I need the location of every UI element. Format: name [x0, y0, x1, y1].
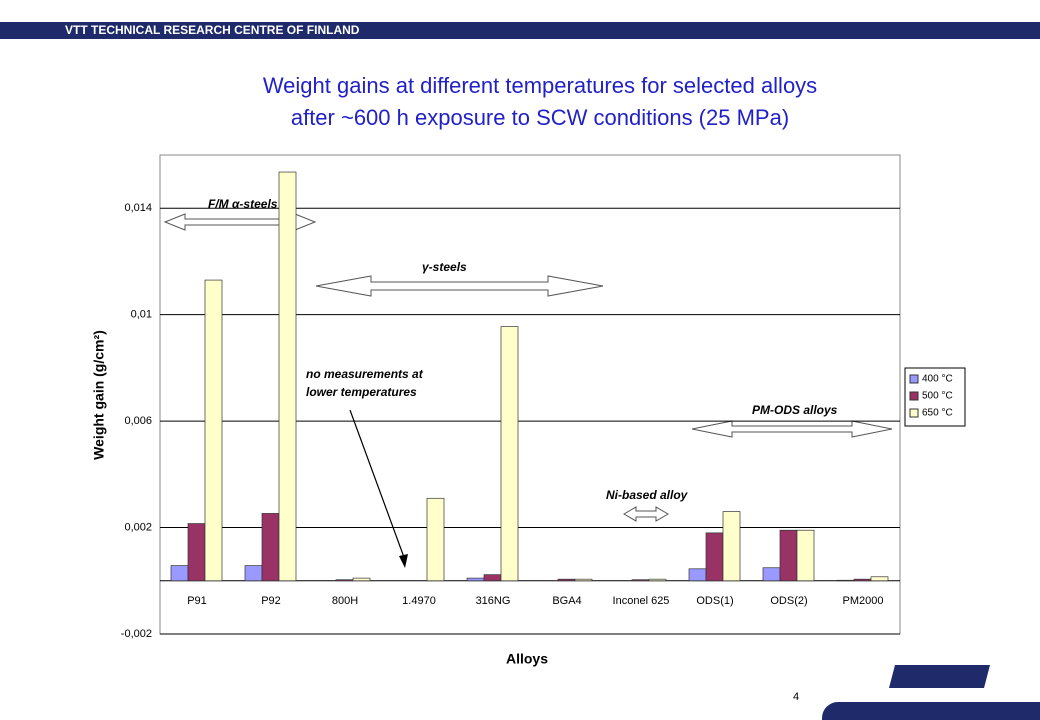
bar	[352, 577, 371, 582]
x-tick-label: ODS(1)	[696, 595, 733, 607]
title-line: after ~600 h exposure to SCW conditions …	[291, 105, 789, 130]
annotation: no measurements at	[306, 367, 424, 381]
legend-label: 400 °C	[922, 374, 953, 385]
bar	[557, 578, 576, 582]
bar	[187, 523, 206, 582]
pointer-head	[399, 554, 408, 568]
double-arrow	[623, 506, 669, 522]
bar	[500, 326, 519, 582]
page-number: 4	[793, 691, 799, 703]
x-tick-label: P92	[261, 595, 281, 607]
header-band	[0, 22, 1040, 39]
bar	[170, 565, 189, 582]
x-tick-label: PM2000	[843, 595, 884, 607]
legend-label: 500 °C	[922, 391, 953, 402]
x-tick-label: ODS(2)	[770, 595, 807, 607]
x-tick-label: BGA4	[552, 595, 581, 607]
legend-label: 650 °C	[922, 408, 953, 419]
bar	[483, 574, 502, 582]
bar	[688, 568, 707, 582]
x-tick-label: 316NG	[476, 595, 511, 607]
bar	[853, 578, 872, 582]
bar	[796, 529, 815, 582]
bar	[204, 279, 223, 582]
bar	[335, 579, 354, 582]
x-tick-label: Inconel 625	[613, 595, 670, 607]
double-arrow	[163, 213, 317, 231]
y-tick-label: 0,002	[124, 521, 152, 533]
annotation: Ni-based alloy	[606, 488, 689, 502]
bar	[631, 579, 650, 582]
bar	[244, 565, 263, 582]
y-tick-label: 0,006	[124, 415, 152, 427]
annotation: PM-ODS alloys	[752, 403, 838, 417]
bar	[574, 578, 593, 582]
bar	[426, 497, 445, 582]
bar	[779, 529, 798, 582]
annotation: F/M α-steels	[208, 197, 278, 211]
logo	[889, 665, 990, 688]
bar	[705, 532, 724, 582]
x-tick-label: 800H	[332, 595, 358, 607]
bar	[261, 513, 280, 582]
bar	[762, 567, 781, 582]
bar	[648, 578, 667, 582]
x-tick-label: 1.4970	[402, 595, 436, 607]
legend-swatch	[909, 391, 919, 401]
bar	[870, 576, 889, 582]
bar	[466, 577, 485, 582]
legend-swatch	[909, 374, 919, 384]
y-axis-title: Weight gain (g/cm²)	[91, 330, 107, 460]
bar	[836, 579, 855, 582]
bar	[278, 171, 297, 582]
x-tick-label: P91	[187, 595, 207, 607]
legend-swatch	[909, 408, 919, 418]
y-tick-label: 0,014	[124, 202, 152, 214]
y-tick-label: 0,01	[131, 309, 152, 321]
bar	[722, 511, 741, 582]
pointer-arrow	[349, 409, 406, 561]
annotation: γ-steels	[422, 260, 467, 274]
x-axis-title: Alloys	[506, 651, 548, 667]
double-arrow	[315, 275, 604, 297]
chart-marks: -0,002 0,002 0,006 0,01 0,014 P91 P92 800H 1.497…	[121, 171, 966, 640]
annotation: lower temperatures	[306, 385, 417, 399]
double-arrow	[691, 420, 893, 438]
arrows	[163, 213, 893, 522]
footer-shape	[822, 702, 1040, 720]
y-tick-label: -0,002	[121, 628, 152, 640]
header-text: VTT TECHNICAL RESEARCH CENTRE OF FINLAND	[65, 23, 360, 37]
title-line: Weight gains at different temperatures f…	[263, 73, 817, 98]
